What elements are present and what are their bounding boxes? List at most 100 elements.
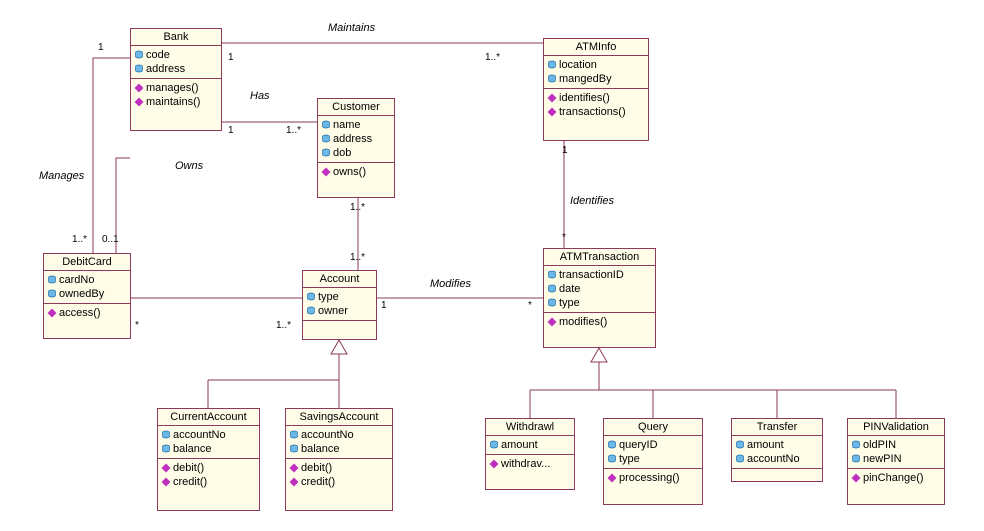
class-title: CurrentAccount <box>158 409 259 426</box>
op-row: access() <box>47 306 127 320</box>
attr-row: dob <box>321 146 391 160</box>
class-ops: withdrav... <box>486 455 574 473</box>
class-title: Transfer <box>732 419 822 436</box>
attr-row: balance <box>289 442 389 456</box>
attr-row: newPIN <box>851 452 941 466</box>
attr-row: balance <box>161 442 256 456</box>
multiplicity: 1..* <box>350 202 365 213</box>
attr-row: address <box>321 132 391 146</box>
class-ops: pinChange() <box>848 469 944 487</box>
class-attrs: oldPINnewPIN <box>848 436 944 469</box>
class-attrs: cardNoownedBy <box>44 271 130 304</box>
class-pinvalidation: PINValidationoldPINnewPINpinChange() <box>847 418 945 505</box>
class-debitcard: DebitCardcardNoownedByaccess() <box>43 253 131 339</box>
class-ops: access() <box>44 304 130 322</box>
assoc-label: Identifies <box>570 195 614 207</box>
attr-row: name <box>321 118 391 132</box>
class-transfer: TransferamountaccountNo <box>731 418 823 482</box>
multiplicity: 1..* <box>286 125 301 136</box>
class-ops: debit()credit() <box>158 459 259 491</box>
multiplicity: 1..* <box>485 52 500 63</box>
attr-row: location <box>547 58 645 72</box>
class-ops: modifies() <box>544 313 655 331</box>
multiplicity: 1 <box>228 52 234 63</box>
class-attrs: amount <box>486 436 574 455</box>
class-atmtransaction: ATMTransactiontransactionIDdatetypemodif… <box>543 248 656 348</box>
class-account: Accounttypeowner <box>302 270 377 340</box>
class-title: Query <box>604 419 702 436</box>
multiplicity: * <box>135 320 139 331</box>
class-query: QueryqueryIDtypeprocessing() <box>603 418 703 505</box>
attr-row: cardNo <box>47 273 127 287</box>
assoc-label: Has <box>250 90 270 102</box>
class-title: DebitCard <box>44 254 130 271</box>
attr-row: owner <box>306 304 373 318</box>
class-ops: identifies()transactions() <box>544 89 648 121</box>
attr-row: ownedBy <box>47 287 127 301</box>
multiplicity: 0..1 <box>102 234 119 245</box>
class-ops <box>303 321 376 333</box>
class-attrs: queryIDtype <box>604 436 702 469</box>
class-attrs: locationmangedBy <box>544 56 648 89</box>
attr-row: accountNo <box>289 428 389 442</box>
class-currentaccount: CurrentAccountaccountNobalancedebit()cre… <box>157 408 260 511</box>
attr-row: queryID <box>607 438 699 452</box>
attr-row: oldPIN <box>851 438 941 452</box>
multiplicity: 1 <box>228 125 234 136</box>
class-attrs: accountNobalance <box>286 426 392 459</box>
op-row: transactions() <box>547 105 645 119</box>
attr-row: mangedBy <box>547 72 645 86</box>
class-attrs: transactionIDdatetype <box>544 266 655 313</box>
multiplicity: * <box>562 232 566 243</box>
class-ops: debit()credit() <box>286 459 392 491</box>
attr-row: accountNo <box>161 428 256 442</box>
assoc-label: Maintains <box>328 22 375 34</box>
op-row: modifies() <box>547 315 652 329</box>
op-row: maintains() <box>134 95 218 109</box>
multiplicity: 1 <box>98 42 104 53</box>
op-row: credit() <box>161 475 256 489</box>
class-title: Customer <box>318 99 394 116</box>
op-row: debit() <box>161 461 256 475</box>
class-attrs: typeowner <box>303 288 376 321</box>
assoc-label: Owns <box>175 160 203 172</box>
class-title: ATMInfo <box>544 39 648 56</box>
multiplicity: * <box>528 300 532 311</box>
class-savingsaccount: SavingsAccountaccountNobalancedebit()cre… <box>285 408 393 511</box>
attr-row: accountNo <box>735 452 819 466</box>
attr-row: amount <box>489 438 571 452</box>
class-title: Withdrawl <box>486 419 574 436</box>
class-attrs: nameaddressdob <box>318 116 394 163</box>
class-atminfo: ATMInfolocationmangedByidentifies()trans… <box>543 38 649 141</box>
assoc-label: Manages <box>39 170 84 182</box>
attr-row: type <box>547 296 652 310</box>
class-title: Account <box>303 271 376 288</box>
op-row: processing() <box>607 471 699 485</box>
attr-row: date <box>547 282 652 296</box>
assoc-label: Modifies <box>430 278 471 290</box>
attr-row: type <box>607 452 699 466</box>
class-ops: processing() <box>604 469 702 487</box>
attr-row: address <box>134 62 218 76</box>
op-row: withdrav... <box>489 457 571 471</box>
attr-row: type <box>306 290 373 304</box>
op-row: manages() <box>134 81 218 95</box>
multiplicity: 1..* <box>350 252 365 263</box>
multiplicity: 1..* <box>72 234 87 245</box>
multiplicity: 1 <box>562 145 568 156</box>
class-customer: Customernameaddressdobowns() <box>317 98 395 198</box>
multiplicity: 1 <box>381 300 387 311</box>
op-row: credit() <box>289 475 389 489</box>
class-title: ATMTransaction <box>544 249 655 266</box>
class-ops: owns() <box>318 163 394 181</box>
attr-row: code <box>134 48 218 62</box>
class-ops <box>732 469 822 481</box>
class-title: Bank <box>131 29 221 46</box>
attr-row: amount <box>735 438 819 452</box>
class-attrs: amountaccountNo <box>732 436 822 469</box>
op-row: owns() <box>321 165 391 179</box>
class-attrs: codeaddress <box>131 46 221 79</box>
class-title: PINValidation <box>848 419 944 436</box>
attr-row: transactionID <box>547 268 652 282</box>
class-attrs: accountNobalance <box>158 426 259 459</box>
